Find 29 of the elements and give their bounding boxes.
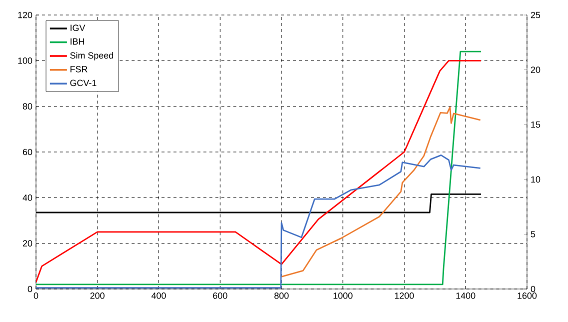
x-tick-label: 1200	[394, 292, 414, 299]
y-tick-label: 100	[18, 57, 32, 64]
y2-tick-label: 5	[530, 231, 536, 238]
legend-label: IBH	[70, 38, 84, 45]
x-tick-label: 800	[274, 292, 289, 299]
x-tick-label: 600	[213, 292, 228, 299]
x-tick-label: 1600	[518, 292, 537, 299]
legend-label: GCV-1	[70, 80, 96, 86]
y-tick-label: 20	[22, 240, 32, 247]
y-tick-label: 80	[22, 103, 32, 110]
y2-tick-label: 25	[530, 12, 540, 18]
x-tick-label: 0	[34, 292, 38, 299]
x-tick-label: 1000	[334, 292, 352, 299]
line-series	[280, 106, 482, 278]
y-tick-label: 60	[22, 148, 32, 156]
y-tick-label: 0	[28, 286, 32, 292]
legend-label: IGV	[70, 24, 86, 32]
x-tick-label: 1400	[456, 292, 476, 299]
line-series	[36, 154, 482, 289]
y2-tick-label: 15	[531, 121, 540, 128]
y2-tick-label: 20	[530, 66, 540, 73]
legend-label: FSR	[70, 66, 88, 72]
legend-label: Sim Speed	[70, 52, 114, 60]
y2-tick-label: 10	[531, 176, 540, 183]
y2-tick-label: 0	[530, 286, 536, 292]
x-tick-label: 200	[90, 292, 105, 299]
y-tick-label: 120	[18, 12, 32, 18]
y-tick-label: 40	[22, 194, 32, 201]
x-tick-label: 400	[151, 292, 166, 299]
